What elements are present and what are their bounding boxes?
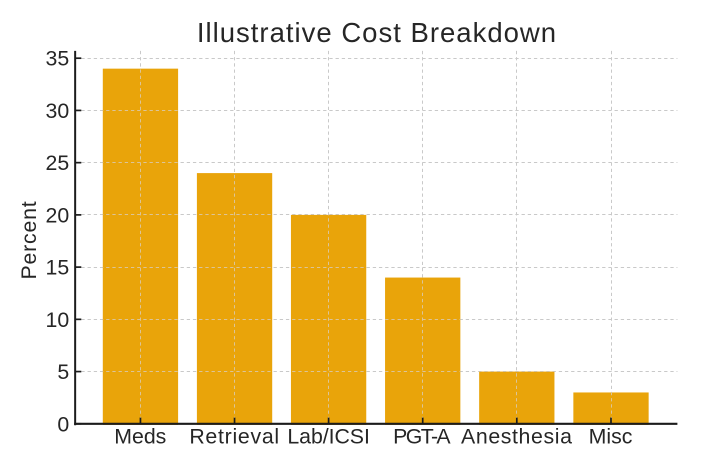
svg-text:Retrieval: Retrieval — [189, 425, 280, 449]
svg-text:Illustrative Cost Breakdown: Illustrative Cost Breakdown — [197, 17, 557, 48]
svg-text:0: 0 — [57, 412, 69, 436]
svg-text:35: 35 — [45, 47, 69, 71]
svg-text:10: 10 — [45, 308, 69, 332]
svg-text:25: 25 — [45, 151, 69, 175]
svg-text:5: 5 — [57, 360, 69, 384]
svg-text:Meds: Meds — [114, 425, 166, 449]
svg-text:Percent: Percent — [17, 201, 41, 280]
svg-text:30: 30 — [45, 99, 69, 123]
svg-text:20: 20 — [45, 203, 69, 227]
svg-text:15: 15 — [45, 256, 69, 280]
svg-text:Misc: Misc — [589, 425, 633, 449]
svg-text:Lab/ICSI: Lab/ICSI — [287, 425, 369, 449]
svg-text:Anesthesia: Anesthesia — [461, 425, 572, 449]
svg-text:PGT-A: PGT-A — [393, 425, 451, 449]
